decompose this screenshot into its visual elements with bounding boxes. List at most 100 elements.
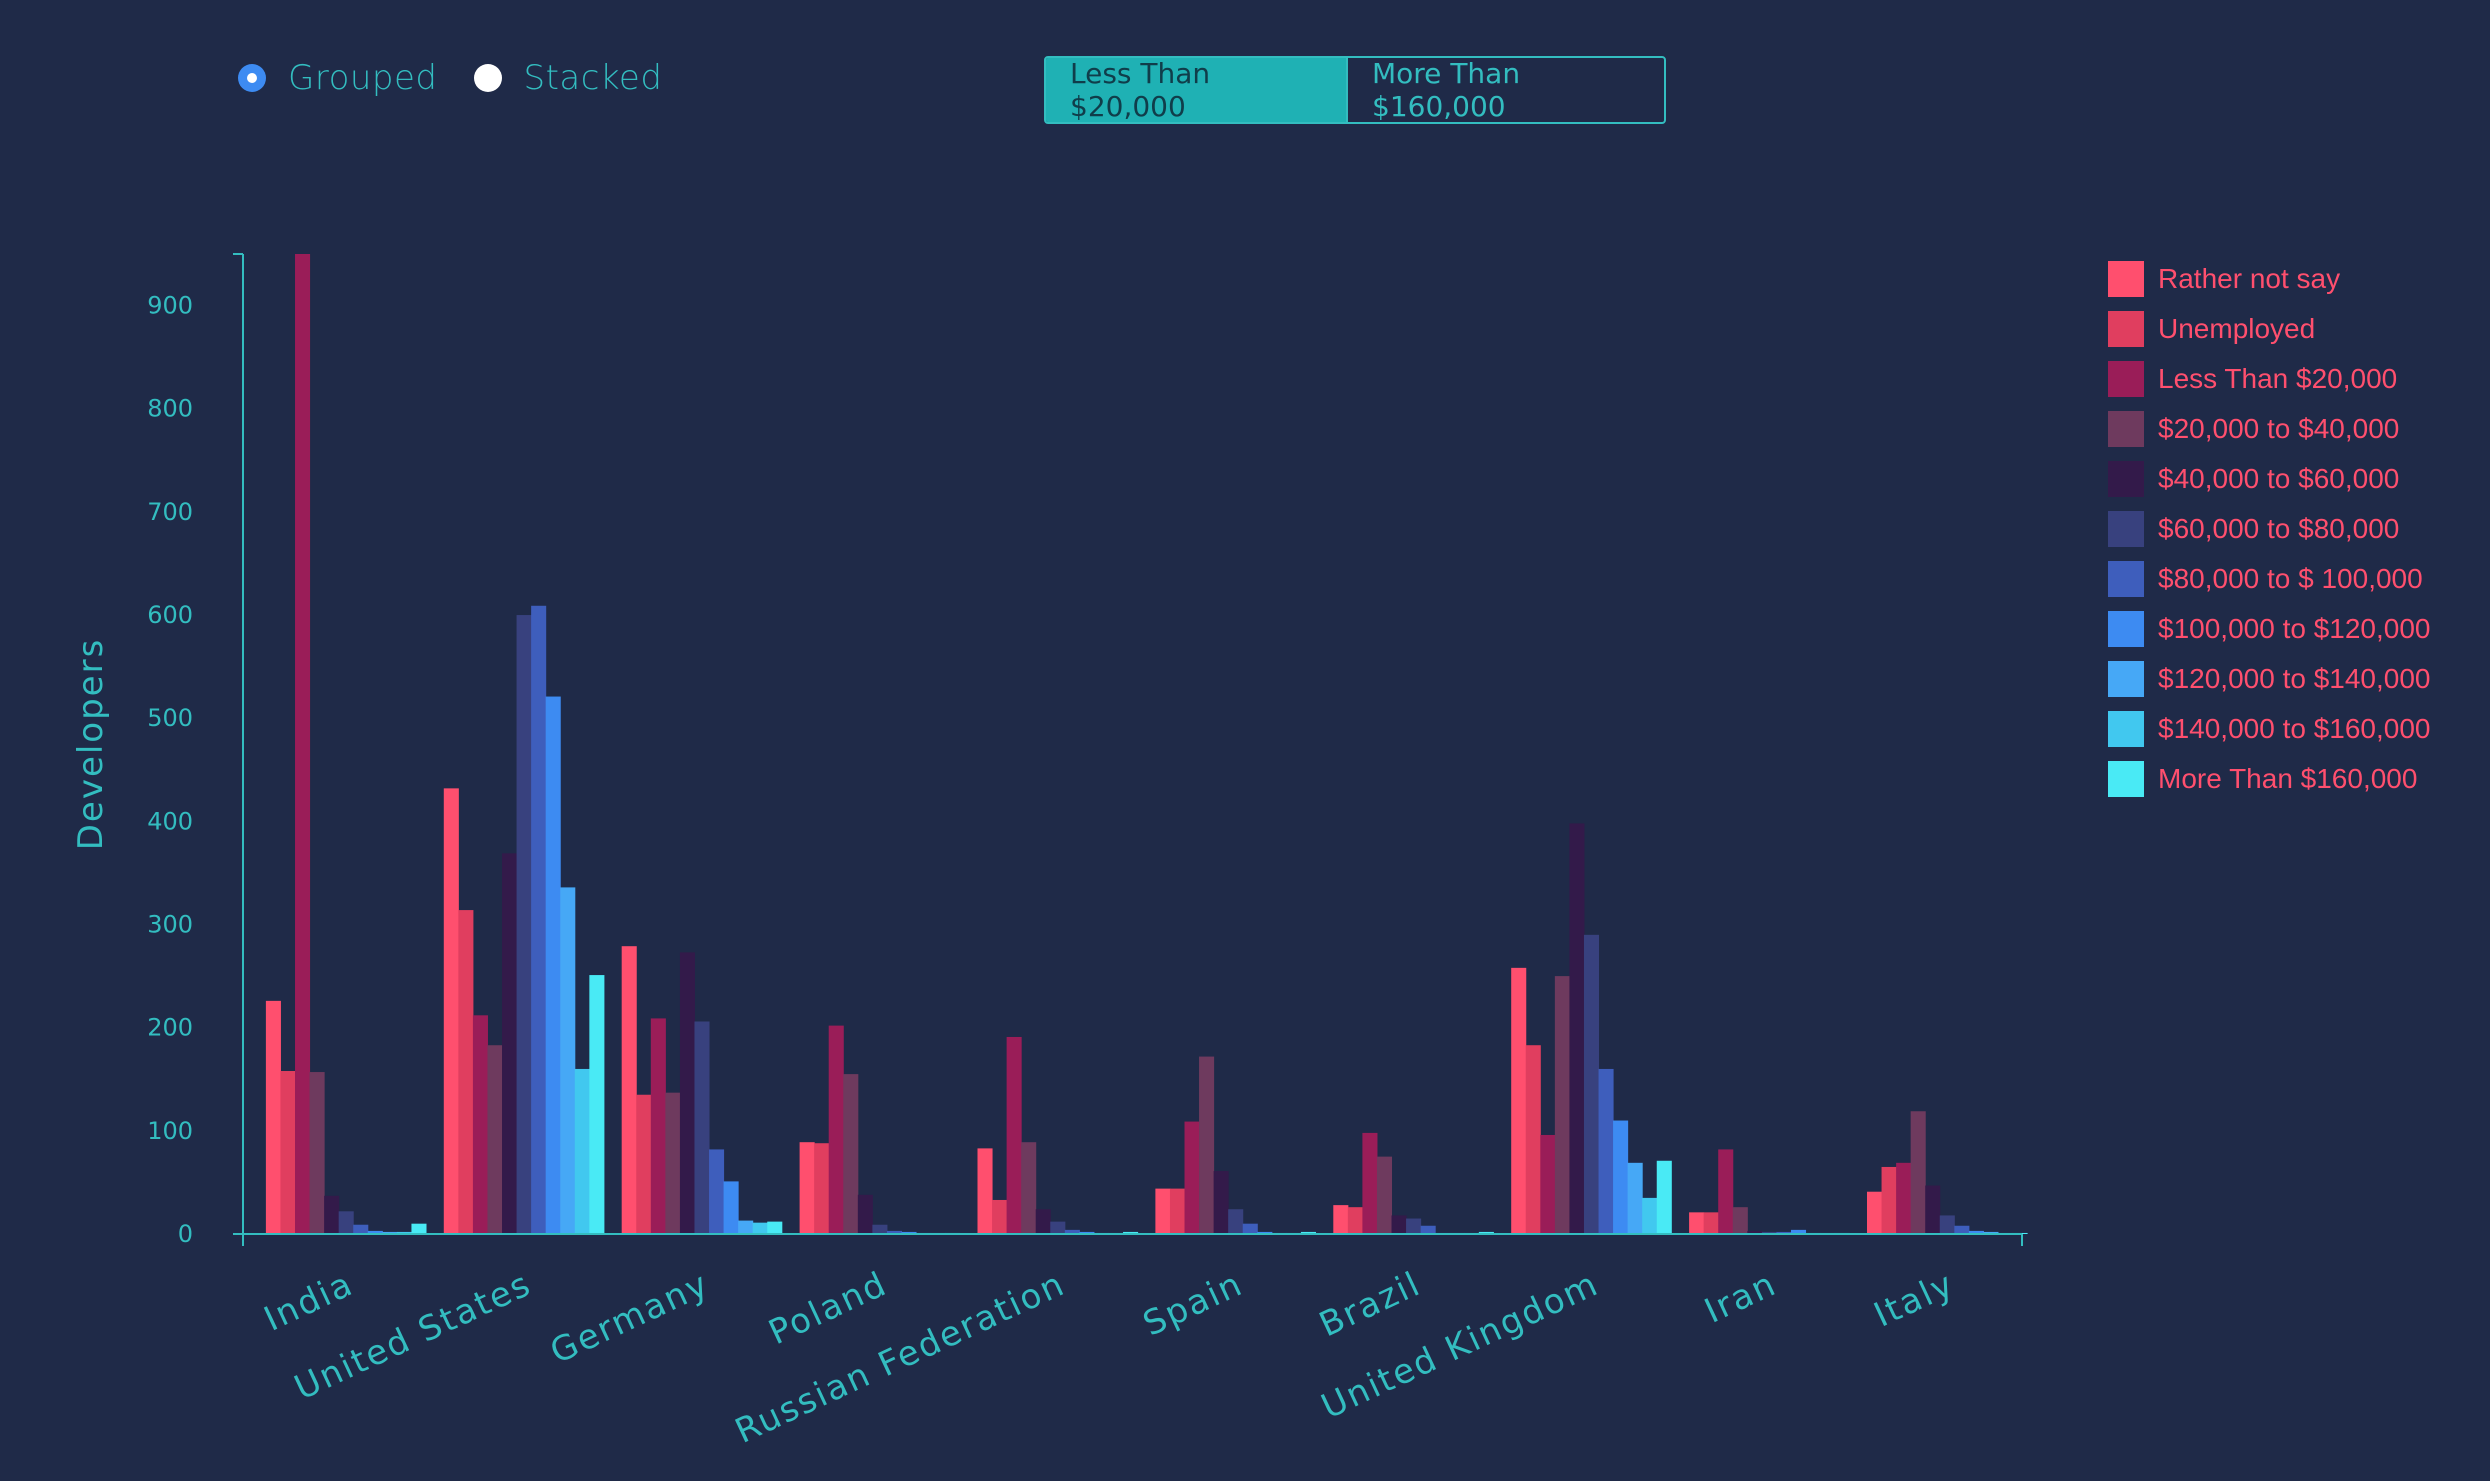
legend-label: $100,000 to $120,000 — [2158, 613, 2431, 644]
bar — [324, 1195, 340, 1234]
x-tick-label: Iran — [1699, 1264, 1783, 1332]
bar — [1983, 1231, 1999, 1234]
bar — [828, 1025, 844, 1234]
legend-swatch — [2108, 711, 2144, 747]
x-tick-label: India — [258, 1264, 360, 1340]
bar — [1420, 1225, 1436, 1234]
bar — [396, 1231, 412, 1234]
x-tick-label: Germany — [544, 1264, 715, 1372]
legend-swatch — [2108, 611, 2144, 647]
legend-swatch — [2108, 461, 2144, 497]
bar — [723, 1181, 739, 1234]
bar — [1050, 1221, 1066, 1234]
y-axis-label: Developers — [71, 638, 111, 851]
bar — [843, 1074, 859, 1234]
bar — [502, 853, 518, 1234]
bar — [1169, 1188, 1186, 1234]
bar — [1333, 1205, 1349, 1234]
bar — [382, 1231, 398, 1234]
bar — [738, 1220, 754, 1234]
legend-swatch — [2108, 311, 2144, 347]
bar — [1006, 1036, 1022, 1234]
bar — [574, 1068, 590, 1234]
legend-label: $80,000 to $ 100,000 — [2158, 563, 2423, 594]
legend-item: $140,000 to $160,000 — [2108, 704, 2430, 754]
legend-swatch — [2108, 561, 2144, 597]
bar — [589, 975, 605, 1234]
bar — [857, 1194, 873, 1234]
bar — [752, 1222, 768, 1234]
stacked-radio[interactable]: Stacked — [473, 58, 663, 98]
bar — [1747, 1230, 1763, 1234]
bar — [814, 1143, 830, 1234]
grouped-radio-dot[interactable] — [238, 64, 266, 92]
bar — [1554, 976, 1570, 1234]
bar — [1761, 1231, 1777, 1234]
bar — [1583, 934, 1600, 1234]
bar — [353, 1224, 369, 1234]
bar — [636, 1094, 652, 1234]
bar — [1021, 1142, 1037, 1234]
bar — [1954, 1225, 1970, 1234]
legend-swatch — [2108, 761, 2144, 797]
bar — [1925, 1185, 1941, 1234]
bar — [1896, 1162, 1912, 1234]
bar — [650, 1018, 666, 1234]
legend-label: $60,000 to $80,000 — [2158, 513, 2400, 544]
bar — [265, 1000, 281, 1234]
bar — [472, 1015, 488, 1234]
bar — [1064, 1229, 1080, 1234]
bar — [1968, 1230, 1984, 1234]
layout-radio-group: Grouped Stacked — [238, 58, 698, 98]
bar — [1689, 1212, 1705, 1234]
legend-swatch — [2108, 411, 2144, 447]
bar — [1642, 1197, 1658, 1234]
stacked-radio-dot[interactable] — [473, 64, 502, 92]
x-tick-label: Russian Federation — [729, 1264, 1071, 1452]
bar — [545, 696, 561, 1234]
bar — [1525, 1045, 1541, 1234]
bar — [367, 1230, 383, 1234]
y-tick-label: 100 — [147, 1117, 193, 1145]
x-tick-label: Spain — [1137, 1264, 1249, 1345]
bar — [901, 1231, 917, 1234]
legend-item: $120,000 to $140,000 — [2108, 654, 2430, 704]
grouped-radio[interactable]: Grouped — [238, 58, 438, 98]
bar — [1079, 1231, 1095, 1234]
bar — [1199, 1056, 1215, 1234]
x-tick-label: Poland — [763, 1264, 894, 1353]
bar — [1776, 1231, 1792, 1234]
bars-layer — [265, 254, 2028, 1234]
sort-less-than-20000-button[interactable]: Less Than $20,000 — [1046, 58, 1346, 122]
bar — [1478, 1231, 1494, 1234]
legend: Rather not say Unemployed Less Than $20,00… — [2108, 254, 2430, 804]
bar — [1732, 1207, 1748, 1234]
bar — [309, 1072, 325, 1234]
bar — [1910, 1111, 1926, 1234]
bar — [886, 1230, 902, 1234]
legend-item: Rather not say — [2108, 254, 2430, 304]
bar — [1213, 1171, 1229, 1234]
y-tick-labels: 0 100 200 300 400 500 600 700 800 900 — [147, 292, 193, 1248]
bar — [443, 788, 459, 1234]
bar — [516, 615, 532, 1234]
bar — [1391, 1215, 1407, 1234]
bar — [487, 1045, 503, 1234]
bar — [1184, 1121, 1200, 1234]
sort-more-than-160000-button[interactable]: More Than $160,000 — [1346, 58, 1664, 122]
bar — [458, 910, 474, 1234]
legend-item: $80,000 to $ 100,000 — [2108, 554, 2430, 604]
y-tick-label: 700 — [147, 498, 193, 526]
legend-label: $120,000 to $140,000 — [2158, 663, 2431, 694]
legend-item: $20,000 to $40,000 — [2108, 404, 2430, 454]
x-tick-label: Brazil — [1313, 1264, 1427, 1345]
bar — [992, 1199, 1008, 1234]
bar — [1627, 1162, 1643, 1234]
legend-label: $140,000 to $160,000 — [2158, 713, 2431, 744]
legend-swatch — [2108, 511, 2144, 547]
legend-swatch — [2108, 661, 2144, 697]
bar — [531, 605, 547, 1234]
legend-item: Less Than $20,000 — [2108, 354, 2430, 404]
